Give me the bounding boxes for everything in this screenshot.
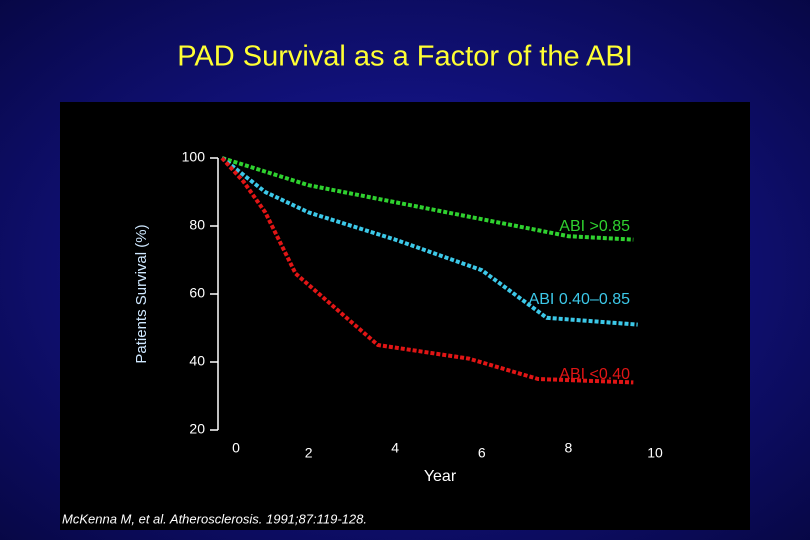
chart-panel xyxy=(60,102,750,530)
y-tick-label: 20 xyxy=(189,421,205,437)
series-label: ABI <0.40 xyxy=(559,366,630,383)
x-tick-label: 6 xyxy=(478,445,486,461)
y-tick-label: 40 xyxy=(189,353,205,369)
y-tick-label: 60 xyxy=(189,285,205,301)
footnote: McKenna M, et al. Atherosclerosis. 1991;… xyxy=(62,511,367,526)
series-line xyxy=(221,156,634,242)
series-label: ABI 0.40–0.85 xyxy=(529,291,631,308)
x-tick-label: 10 xyxy=(647,445,663,461)
chart-title: PAD Survival as a Factor of the ABI xyxy=(177,41,633,73)
x-tick-label: 4 xyxy=(391,440,399,456)
series-label: ABI >0.85 xyxy=(559,218,630,235)
x-tick-label: 0 xyxy=(232,440,240,456)
x-axis-label: Year xyxy=(424,468,457,485)
x-tick-label: 8 xyxy=(565,440,573,456)
y-axis-label: Patients Survival (%) xyxy=(133,224,150,363)
y-tick-label: 80 xyxy=(189,217,205,233)
x-tick-label: 2 xyxy=(305,445,313,461)
y-tick-label: 100 xyxy=(182,149,206,165)
series-line xyxy=(220,156,634,385)
series-line xyxy=(220,156,638,327)
